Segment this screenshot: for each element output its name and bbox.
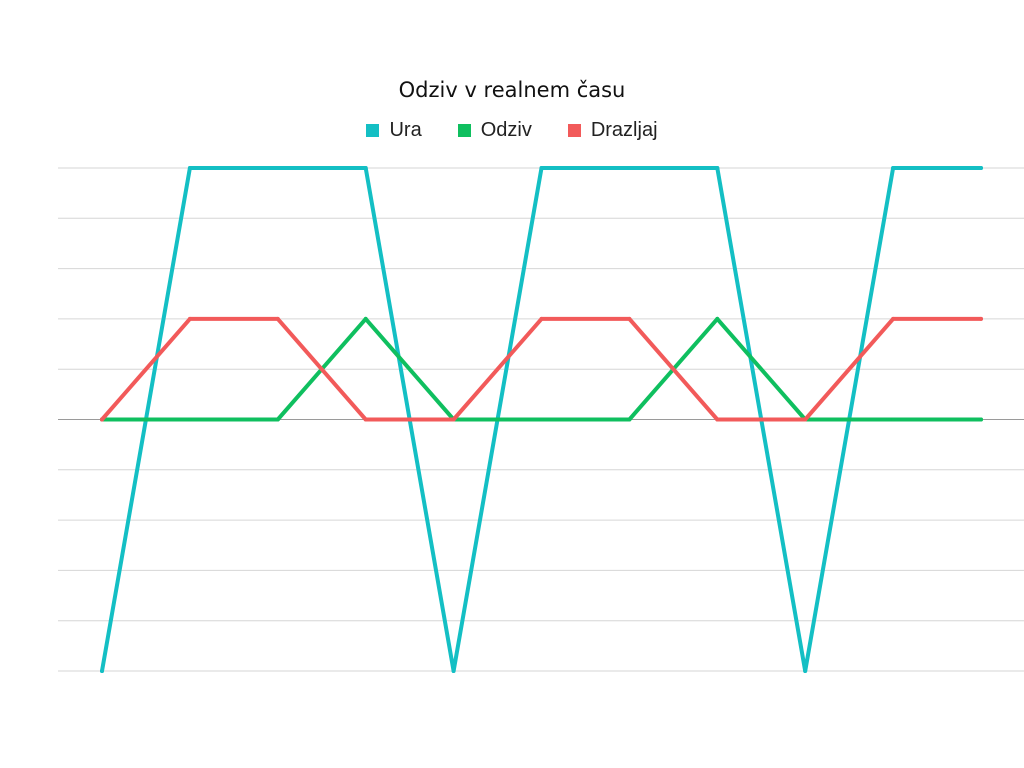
legend-item-ura[interactable]: Ura <box>366 119 422 142</box>
legend-label-ura: Ura <box>389 119 422 141</box>
data-point-ura[interactable] <box>539 166 544 170</box>
data-point-drazljaj[interactable] <box>187 316 192 321</box>
data-point-drazljaj[interactable] <box>363 417 368 422</box>
data-point-ura[interactable] <box>803 669 808 673</box>
series-layer <box>100 166 983 673</box>
data-point-odziv[interactable] <box>275 417 280 422</box>
legend-label-odziv: Odziv <box>480 119 532 141</box>
data-point-drazljaj[interactable] <box>451 417 456 422</box>
data-point-odziv[interactable] <box>187 417 192 422</box>
data-point-odziv[interactable] <box>627 417 632 422</box>
data-point-drazljaj[interactable] <box>539 316 544 321</box>
data-point-ura[interactable] <box>275 166 280 170</box>
data-point-drazljaj[interactable] <box>100 417 104 422</box>
data-point-drazljaj[interactable] <box>627 316 632 321</box>
data-point-drazljaj[interactable] <box>275 316 280 321</box>
data-point-ura[interactable] <box>891 166 896 170</box>
chart-title: Odziv v realnem času <box>398 78 626 102</box>
data-point-ura[interactable] <box>187 166 192 170</box>
data-point-ura[interactable] <box>627 166 632 170</box>
data-point-drazljaj[interactable] <box>715 417 720 422</box>
data-point-drazljaj[interactable] <box>891 316 896 321</box>
legend-label-drazljaj: Drazljaj <box>590 119 658 141</box>
data-point-ura[interactable] <box>363 166 368 170</box>
data-point-odziv[interactable] <box>979 417 983 422</box>
data-point-odziv[interactable] <box>363 316 368 321</box>
legend-swatch-odziv <box>457 124 471 137</box>
data-point-drazljaj[interactable] <box>979 316 983 321</box>
data-point-ura[interactable] <box>979 166 983 170</box>
data-point-odziv[interactable] <box>715 316 720 321</box>
data-point-ura[interactable] <box>715 166 720 170</box>
legend-swatch-ura <box>366 124 380 137</box>
legend-swatch-drazljaj <box>567 124 581 137</box>
legend-item-odziv[interactable]: Odziv <box>457 119 532 142</box>
chart-legend: Ura Odziv Drazljaj <box>0 119 1024 142</box>
legend-item-drazljaj[interactable]: Drazljaj <box>567 119 658 142</box>
data-point-ura[interactable] <box>451 669 456 673</box>
data-point-odziv[interactable] <box>891 417 896 422</box>
data-point-drazljaj[interactable] <box>803 417 808 422</box>
data-point-odziv[interactable] <box>539 417 544 422</box>
data-point-ura[interactable] <box>100 669 104 673</box>
